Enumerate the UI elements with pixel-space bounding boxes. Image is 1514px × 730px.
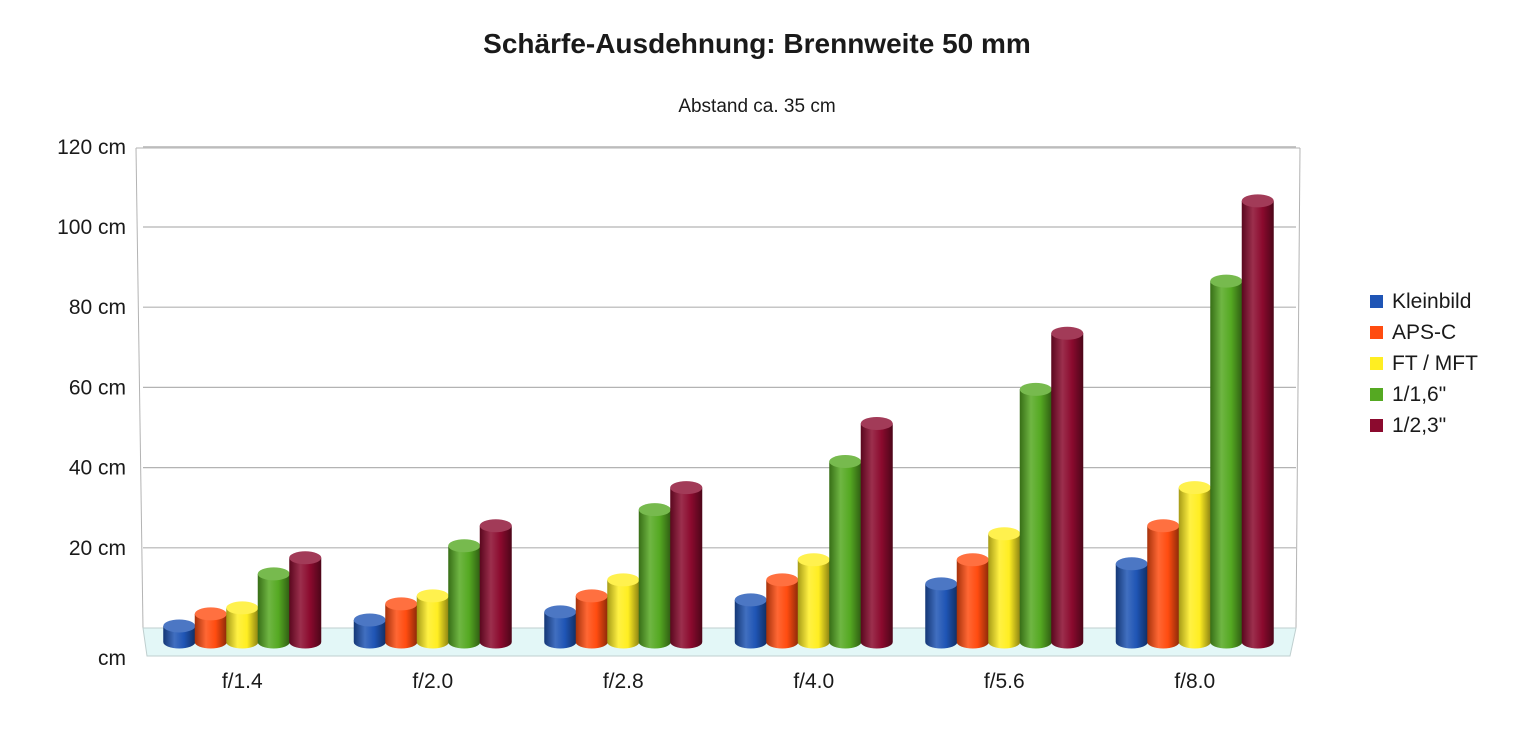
legend-item: Kleinbild	[1370, 286, 1478, 317]
bar-1-1-6--f-4-0	[829, 455, 862, 649]
chart-subtitle: Abstand ca. 35 cm	[678, 96, 836, 117]
legend-item: 1/2,3"	[1370, 410, 1478, 441]
bar-ft-mft-f-8-0	[1178, 481, 1211, 649]
legend-swatch	[1370, 388, 1383, 401]
bar-1-1-6--f-5-6	[1019, 382, 1052, 649]
bar-ft-mft-f-2-8	[607, 573, 640, 649]
bar-kleinbild-f-4-0	[734, 593, 767, 649]
legend-label: 1/2,3"	[1392, 413, 1447, 437]
bar-aps-c-f-2-8	[575, 589, 608, 649]
legend-swatch	[1370, 357, 1383, 370]
bar-ft-mft-f-5-6	[988, 527, 1021, 649]
bar-kleinbild-f-1-4	[163, 619, 196, 649]
grid-lines	[143, 146, 1296, 549]
x-tick-label: f/2.0	[412, 670, 453, 693]
bar-aps-c-f-8-0	[1147, 519, 1180, 649]
legend-item: FT / MFT	[1370, 348, 1478, 379]
legend-item: 1/1,6"	[1370, 379, 1478, 410]
x-tick-label: f/8.0	[1174, 670, 1215, 693]
x-tick-label: f/2.8	[603, 670, 644, 693]
bar-ft-mft-f-4-0	[797, 553, 830, 649]
bar-ft-mft-f-2-0	[416, 589, 449, 649]
x-tick-label: f/5.6	[984, 670, 1025, 693]
plot-wall	[135, 147, 1301, 629]
chart-legend: Kleinbild APS-C FT / MFT 1/1,6" 1/2,3"	[1370, 286, 1478, 441]
bar-1-2-3--f-4-0	[860, 416, 893, 649]
bar-1-2-3--f-5-6	[1051, 326, 1084, 649]
bar-kleinbild-f-2-8	[544, 605, 577, 649]
y-axis-ticks: cm 20 cm 40 cm 60 cm 80 cm 100 cm 120 cm	[57, 136, 126, 670]
y-tick-label: 60 cm	[69, 376, 126, 399]
bar-1-1-6--f-1-4	[257, 567, 290, 649]
y-tick-label: 120 cm	[57, 136, 126, 159]
y-tick-label: 80 cm	[69, 296, 126, 319]
bar-aps-c-f-2-0	[385, 597, 418, 649]
legend-label: 1/1,6"	[1392, 382, 1447, 406]
bar-1-2-3--f-8-0	[1241, 194, 1274, 649]
bar-1-1-6--f-2-8	[638, 503, 671, 649]
legend-label: APS-C	[1392, 320, 1457, 344]
chart-title: Schärfe-Ausdehnung: Brennweite 50 mm	[483, 28, 1031, 59]
bar-aps-c-f-1-4	[194, 607, 227, 649]
y-tick-label: 40 cm	[69, 457, 126, 480]
bar-kleinbild-f-2-0	[353, 613, 386, 649]
y-tick-label: cm	[98, 647, 126, 670]
bar-1-2-3--f-1-4	[289, 551, 322, 649]
y-tick-label: 20 cm	[69, 537, 126, 560]
bar-1-1-6--f-2-0	[448, 539, 481, 649]
bar-1-2-3--f-2-8	[670, 481, 703, 649]
bar-1-2-3--f-2-0	[479, 519, 512, 649]
bar-kleinbild-f-5-6	[925, 577, 958, 649]
legend-label: Kleinbild	[1392, 289, 1472, 313]
legend-label: FT / MFT	[1392, 351, 1478, 375]
bar-aps-c-f-5-6	[956, 553, 989, 649]
legend-swatch	[1370, 419, 1383, 432]
x-axis-labels: f/1.4 f/2.0 f/2.8 f/4.0 f/5.6 f/8.0	[222, 670, 1215, 693]
bar-ft-mft-f-1-4	[226, 601, 259, 649]
x-tick-label: f/4.0	[793, 670, 834, 693]
legend-item: APS-C	[1370, 317, 1478, 348]
bar-aps-c-f-4-0	[766, 573, 799, 649]
bar-1-1-6--f-8-0	[1210, 274, 1243, 649]
bar-kleinbild-f-8-0	[1115, 557, 1148, 649]
y-tick-label: 100 cm	[57, 216, 126, 239]
legend-swatch	[1370, 295, 1383, 308]
legend-swatch	[1370, 326, 1383, 339]
x-tick-label: f/1.4	[222, 670, 263, 693]
bars	[163, 194, 1274, 649]
